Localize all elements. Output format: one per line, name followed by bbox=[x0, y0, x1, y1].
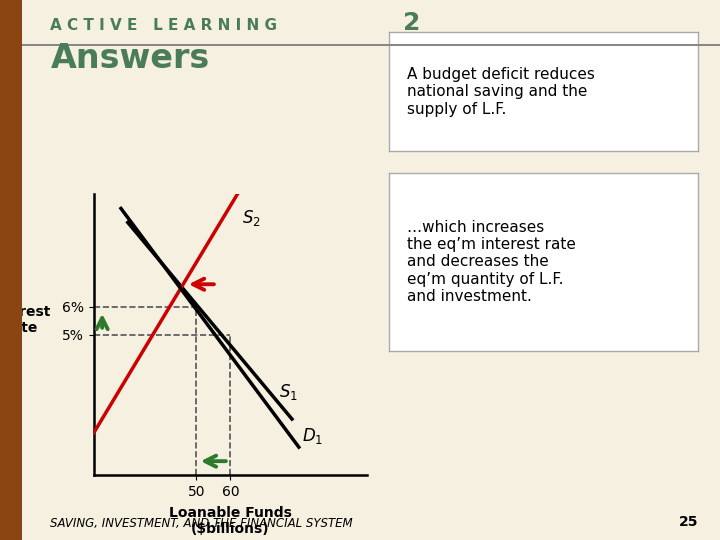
Text: Answers: Answers bbox=[50, 42, 210, 75]
Text: $S_2$: $S_2$ bbox=[243, 208, 261, 228]
Text: …which increases
the eq’m interest rate
and decreases the
eq’m quantity of L.F.
: …which increases the eq’m interest rate … bbox=[408, 220, 576, 304]
Text: 2: 2 bbox=[403, 11, 420, 35]
Text: A budget deficit reduces
national saving and the
supply of L.F.: A budget deficit reduces national saving… bbox=[408, 67, 595, 117]
Text: A C T I V E   L E A R N I N G: A C T I V E L E A R N I N G bbox=[50, 18, 277, 33]
Text: 25: 25 bbox=[679, 516, 698, 530]
Y-axis label: Interest
Rate: Interest Rate bbox=[0, 305, 51, 335]
Text: $S_1$: $S_1$ bbox=[279, 382, 298, 402]
X-axis label: Loanable Funds
($billions): Loanable Funds ($billions) bbox=[169, 506, 292, 536]
Text: $D_1$: $D_1$ bbox=[302, 426, 323, 446]
Text: SAVING, INVESTMENT, AND THE FINANCIAL SYSTEM: SAVING, INVESTMENT, AND THE FINANCIAL SY… bbox=[50, 516, 353, 530]
